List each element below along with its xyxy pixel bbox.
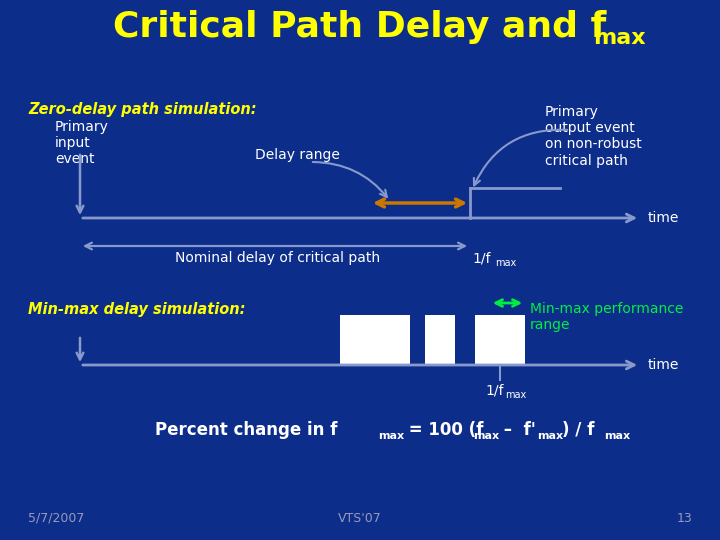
- Text: VTS'07: VTS'07: [338, 511, 382, 524]
- Text: max: max: [604, 431, 630, 441]
- Text: 1/f: 1/f: [485, 383, 503, 397]
- Text: Percent change in f: Percent change in f: [155, 421, 338, 439]
- Text: max: max: [495, 258, 516, 268]
- Text: Zero-delay path simulation:: Zero-delay path simulation:: [28, 102, 256, 117]
- Text: Primary
output event
on non-robust
critical path: Primary output event on non-robust criti…: [545, 105, 642, 167]
- Bar: [425, 315, 455, 365]
- Bar: [475, 315, 525, 365]
- Text: 5/7/2007: 5/7/2007: [28, 511, 84, 524]
- Text: –  f': – f': [498, 421, 536, 439]
- Text: 13: 13: [676, 511, 692, 524]
- Text: Primary
input
event: Primary input event: [55, 120, 109, 166]
- Text: Nominal delay of critical path: Nominal delay of critical path: [176, 251, 381, 265]
- Text: max: max: [378, 431, 404, 441]
- Text: = 100 (f: = 100 (f: [403, 421, 483, 439]
- Text: time: time: [648, 358, 680, 372]
- Text: max: max: [537, 431, 563, 441]
- Text: time: time: [648, 211, 680, 225]
- Text: Min-max performance
range: Min-max performance range: [530, 302, 683, 332]
- Text: max: max: [505, 390, 526, 400]
- Text: Critical Path Delay and f: Critical Path Delay and f: [113, 10, 607, 44]
- Text: ) / f: ) / f: [562, 421, 595, 439]
- Text: 1/f: 1/f: [472, 251, 490, 265]
- Bar: [340, 315, 410, 365]
- Text: max: max: [473, 431, 499, 441]
- Text: Min-max delay simulation:: Min-max delay simulation:: [28, 302, 246, 317]
- Text: max: max: [593, 28, 646, 48]
- Text: Delay range: Delay range: [255, 148, 340, 162]
